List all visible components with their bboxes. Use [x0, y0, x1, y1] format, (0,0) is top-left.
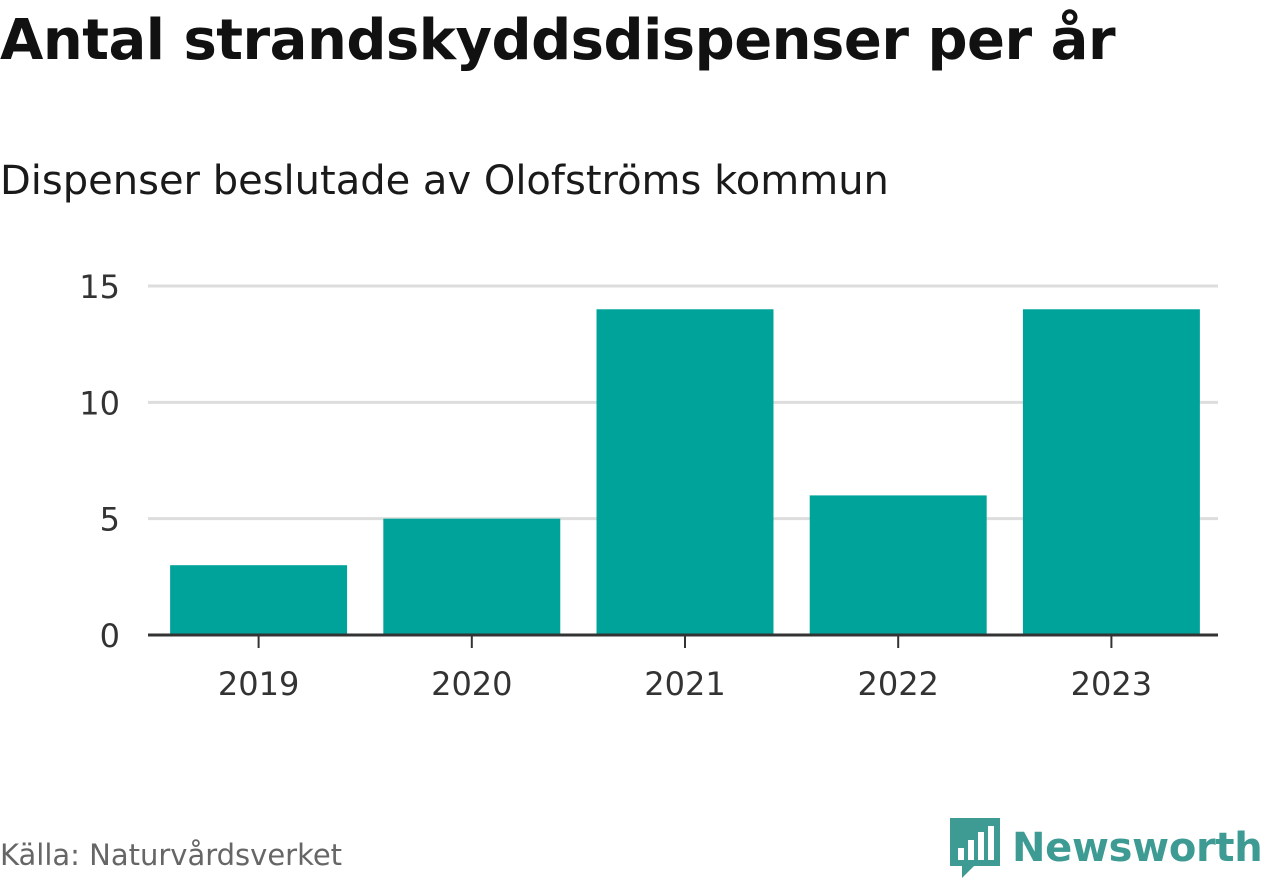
- y-tick-label: 15: [79, 268, 120, 306]
- bar: [1022, 309, 1200, 635]
- y-tick-label: 0: [100, 617, 120, 655]
- chart-title: Antal strandskyddsdispenser per år: [0, 8, 1116, 73]
- x-tick-label: 2023: [1071, 665, 1152, 703]
- axes: 0 5 10 15 2019 2020 2021 2022 2023: [79, 268, 1218, 703]
- y-tick-label: 5: [100, 501, 120, 539]
- bar-chart-speech-icon: [950, 818, 1000, 878]
- bars: [170, 309, 1200, 635]
- x-tick-label: 2020: [431, 665, 512, 703]
- x-tick-label: 2022: [857, 665, 938, 703]
- bar: [383, 518, 561, 635]
- x-tick-label: 2019: [218, 665, 299, 703]
- brand-logo: Newsworthy: [950, 818, 1262, 878]
- bar: [596, 309, 774, 635]
- x-tick-label: 2021: [644, 665, 725, 703]
- source-note: Källa: Naturvårdsverket: [0, 838, 343, 872]
- bar: [170, 565, 348, 635]
- chart-subtitle: Dispenser beslutade av Olofströms kommun: [0, 158, 889, 204]
- y-tick-label: 10: [79, 384, 120, 422]
- brand-name: Newsworthy: [1012, 825, 1262, 871]
- bar: [809, 495, 987, 635]
